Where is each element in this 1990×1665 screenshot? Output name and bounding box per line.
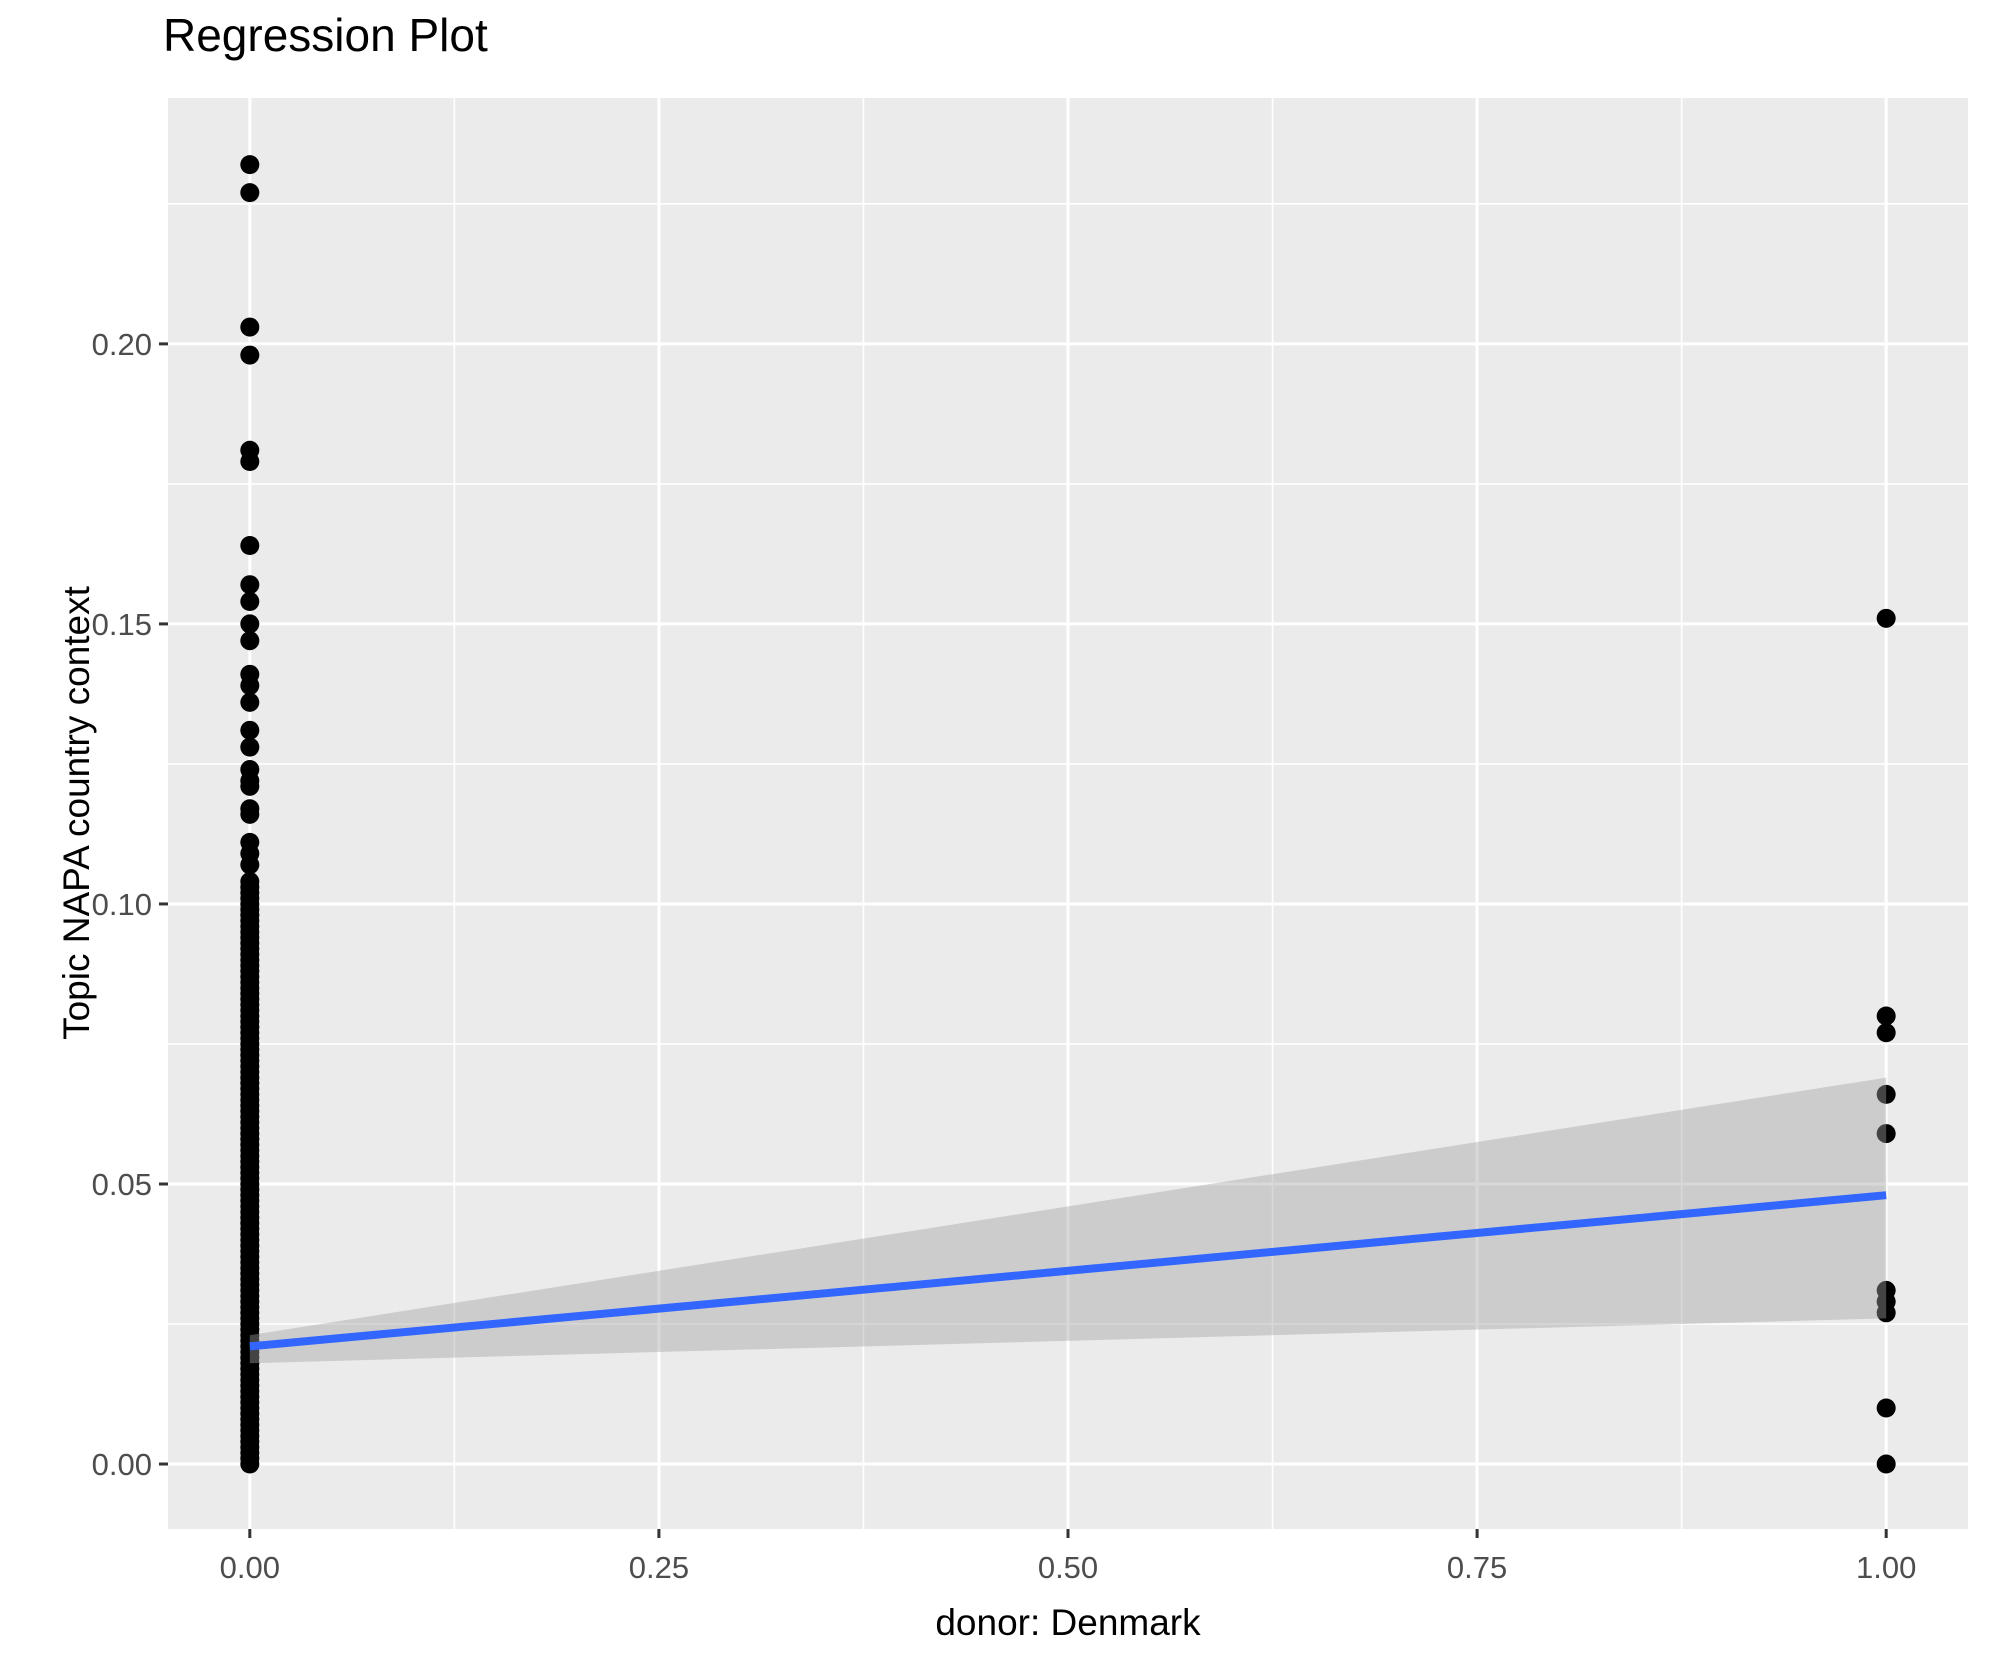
- data-point: [240, 536, 260, 556]
- data-point: [1876, 1124, 1896, 1144]
- y-tick-label: 0.05: [92, 1167, 152, 1202]
- data-point: [1876, 1023, 1896, 1043]
- x-tick-label: 1.00: [1856, 1550, 1916, 1585]
- y-tick-label: 0.10: [92, 887, 152, 922]
- data-point: [1876, 1398, 1896, 1418]
- data-point: [240, 183, 260, 203]
- data-point: [1876, 1454, 1896, 1474]
- y-tick-label: 0.00: [92, 1447, 152, 1482]
- x-tick-label: 0.25: [629, 1550, 689, 1585]
- data-point: [240, 737, 260, 757]
- x-tick-label: 0.00: [220, 1550, 280, 1585]
- data-point: [240, 345, 260, 365]
- x-tick-label: 0.75: [1447, 1550, 1507, 1585]
- data-point: [240, 676, 260, 696]
- data-point: [240, 855, 260, 875]
- data-point: [240, 451, 260, 471]
- data-point: [240, 692, 260, 712]
- x-tick-label: 0.50: [1038, 1550, 1098, 1585]
- y-axis-title: Topic NAPA country context: [56, 586, 97, 1040]
- data-point: [240, 1454, 260, 1474]
- data-point: [240, 720, 260, 740]
- y-tick-label: 0.20: [92, 327, 152, 362]
- data-point: [1876, 1084, 1896, 1104]
- data-point: [240, 776, 260, 796]
- chart-title: Regression Plot: [163, 9, 488, 61]
- data-point: [240, 155, 260, 175]
- y-tick-label: 0.15: [92, 607, 152, 642]
- data-point: [240, 317, 260, 337]
- confidence-band: [249, 1077, 1887, 1364]
- data-point: [240, 804, 260, 824]
- data-point: [240, 575, 260, 595]
- regression-line: [249, 1191, 1887, 1351]
- data-point: [1876, 608, 1896, 628]
- data-point: [240, 592, 260, 612]
- x-axis-title: donor: Denmark: [935, 1602, 1201, 1643]
- data-point: [240, 631, 260, 651]
- data-point: [1876, 1006, 1896, 1026]
- data-point: [1876, 1303, 1896, 1323]
- data-point: [240, 614, 260, 634]
